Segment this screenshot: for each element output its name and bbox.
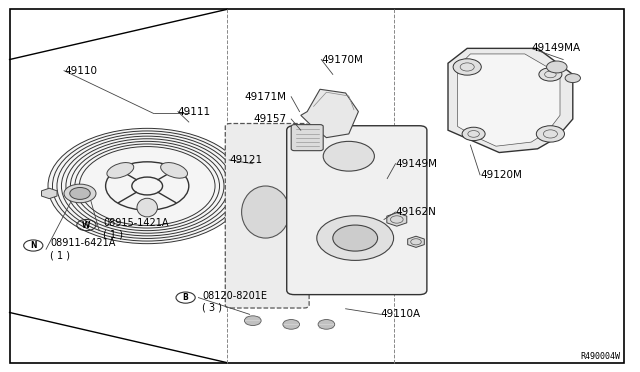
Text: 49110A: 49110A bbox=[381, 310, 421, 319]
Ellipse shape bbox=[107, 163, 134, 178]
Ellipse shape bbox=[241, 186, 289, 238]
Circle shape bbox=[70, 187, 90, 199]
FancyBboxPatch shape bbox=[225, 124, 309, 308]
Text: 49111: 49111 bbox=[178, 107, 211, 116]
Circle shape bbox=[547, 61, 567, 73]
Polygon shape bbox=[448, 48, 573, 153]
Text: 49162N: 49162N bbox=[396, 207, 436, 217]
Circle shape bbox=[539, 68, 562, 81]
Text: 49110: 49110 bbox=[64, 66, 97, 76]
Text: W: W bbox=[82, 221, 91, 230]
Text: 49121: 49121 bbox=[229, 155, 262, 165]
Text: R490004W: R490004W bbox=[581, 352, 621, 361]
Text: 08915-1421A
( 1 ): 08915-1421A ( 1 ) bbox=[103, 218, 168, 240]
Text: 49120M: 49120M bbox=[480, 170, 522, 180]
Circle shape bbox=[318, 320, 335, 329]
Text: 49149MA: 49149MA bbox=[531, 44, 580, 53]
Text: 49171M: 49171M bbox=[244, 92, 286, 102]
Circle shape bbox=[453, 59, 481, 75]
Circle shape bbox=[462, 127, 485, 141]
Circle shape bbox=[565, 74, 580, 83]
Text: 49149M: 49149M bbox=[396, 159, 438, 169]
Text: 49157: 49157 bbox=[253, 114, 286, 124]
Text: B: B bbox=[183, 293, 188, 302]
Polygon shape bbox=[458, 54, 560, 146]
Circle shape bbox=[244, 316, 261, 326]
FancyBboxPatch shape bbox=[291, 125, 323, 151]
Circle shape bbox=[283, 320, 300, 329]
Circle shape bbox=[64, 184, 96, 203]
Circle shape bbox=[536, 126, 564, 142]
Polygon shape bbox=[408, 236, 424, 247]
Text: 08120-8201E
( 3 ): 08120-8201E ( 3 ) bbox=[202, 291, 268, 312]
Text: 08911-6421A
( 1 ): 08911-6421A ( 1 ) bbox=[50, 238, 115, 260]
Polygon shape bbox=[301, 89, 358, 138]
Circle shape bbox=[333, 225, 378, 251]
Polygon shape bbox=[42, 188, 57, 199]
Circle shape bbox=[48, 128, 246, 244]
Text: 49170M: 49170M bbox=[321, 55, 363, 64]
Polygon shape bbox=[387, 213, 407, 226]
Text: N: N bbox=[30, 241, 36, 250]
FancyBboxPatch shape bbox=[287, 126, 427, 295]
Circle shape bbox=[323, 141, 374, 171]
Ellipse shape bbox=[161, 163, 188, 178]
Ellipse shape bbox=[137, 198, 157, 217]
Circle shape bbox=[317, 216, 394, 260]
